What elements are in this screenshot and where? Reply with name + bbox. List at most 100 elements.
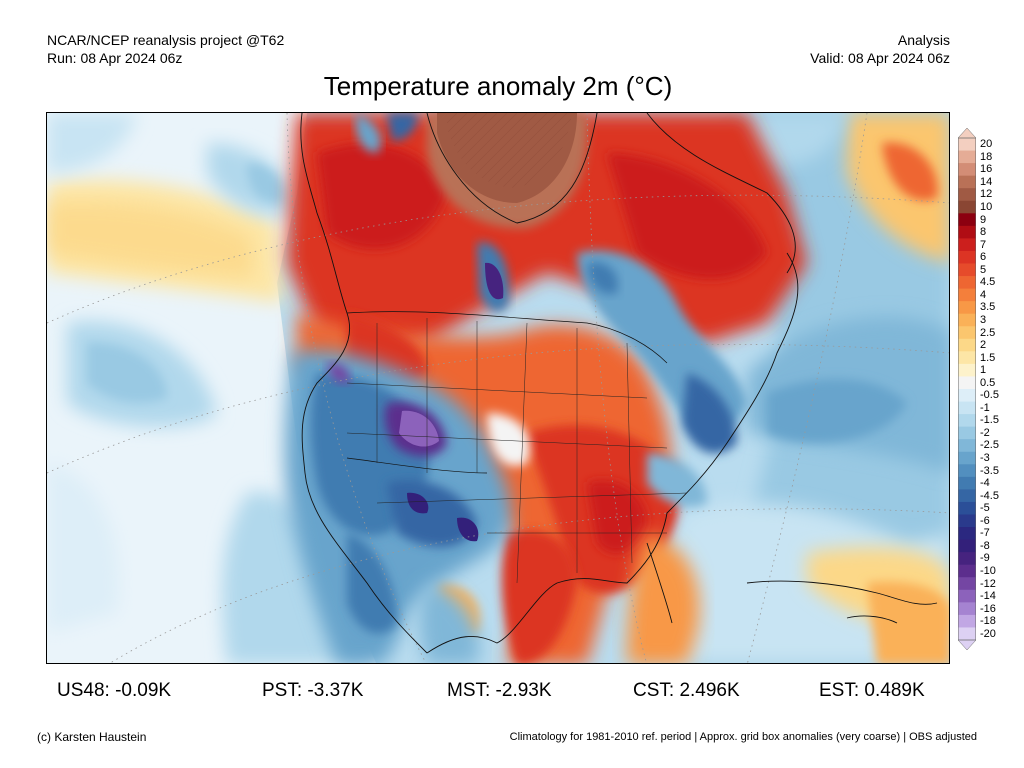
southeast-mild (627, 533, 700, 663)
new-mexico-cold-core (457, 517, 479, 542)
state-borders (346, 318, 688, 584)
colorbar-swatch (958, 476, 976, 490)
colorbar-tick-label: 20 (980, 138, 993, 151)
arizona-cold-core (407, 492, 429, 514)
labrador-coast (646, 113, 796, 274)
tennessee-warm-core (587, 480, 647, 554)
colorbar-tick-label: -12 (980, 577, 996, 590)
colorbar-swatch (958, 225, 976, 239)
colorbar-bottom-arrow (958, 639, 976, 650)
caribbean-warm-core (867, 581, 949, 663)
region-stat: EST: 0.489K (819, 680, 925, 701)
region-stat: CST: 2.496K (633, 680, 740, 701)
source-text: NCAR/NCEP reanalysis project @T62 (47, 32, 285, 48)
colorbar-tick-label: -8 (980, 539, 990, 552)
hudson-bay-coast (426, 113, 598, 224)
colorbar-swatch (958, 589, 976, 603)
graticule-line-2 (47, 343, 949, 474)
colorbar-swatch (958, 213, 976, 227)
colorbar-swatch (958, 326, 976, 340)
manitoba-cold-core (485, 262, 504, 300)
region-stat: US48: -0.09K (57, 680, 172, 701)
border-8 (346, 432, 668, 449)
colorbar-swatch (958, 564, 976, 578)
hudson-bay-hatch (447, 113, 572, 188)
colorbar-swatch (958, 351, 976, 365)
coastlines (300, 113, 938, 654)
colorbar-swatch (958, 363, 976, 377)
graticule (47, 113, 949, 663)
colorbar-tick-label: -5 (980, 502, 990, 515)
quebec-warm (607, 153, 767, 280)
colorbar-tick-label: 3 (980, 313, 987, 326)
header-right: Analysis Valid: 08 Apr 2024 06z (810, 31, 950, 67)
colorbar-tick-label: -14 (980, 590, 996, 603)
colorbar-swatch (958, 489, 976, 503)
colorbar-tick-label: -3.5 (980, 464, 999, 477)
colorbar-labels: 20 18 16 14 12 10 9 8 7 6 5 4.5 4 3.5 3 2.5 2 1.5 1 0.5 -0.5… (980, 128, 1024, 650)
colorbar-tick-label: -4 (980, 477, 990, 490)
pacific-mild-band (47, 201, 252, 278)
pacific-cool-core (87, 342, 167, 403)
colorbar-swatch (958, 439, 976, 453)
map-canvas (47, 113, 949, 663)
colorbar-swatch (958, 288, 976, 302)
colorbar-tick-label: 6 (980, 251, 987, 264)
colorbar-swatch (958, 552, 976, 566)
graticule-line-1 (47, 194, 949, 324)
colorbar-tick-label: 7 (980, 238, 987, 251)
colorbar (958, 128, 976, 650)
border-4 (516, 322, 528, 584)
anomaly-map (46, 112, 950, 664)
colorbar-swatch (958, 376, 976, 390)
jamaica-outline (846, 615, 898, 624)
colorbar-swatch (958, 627, 976, 641)
pacific-coastline (300, 113, 428, 654)
colorbar-swatch (958, 527, 976, 541)
colorbar-swatch (958, 451, 976, 465)
colorbar-tick-label: 14 (980, 175, 993, 188)
caribbean-islands (746, 580, 938, 605)
colorbar-tick-label: -9 (980, 552, 990, 565)
greenland-warm (847, 113, 949, 263)
colorbar-tick-label: -18 (980, 615, 996, 628)
colorbar-tick-label: 0.5 (980, 376, 996, 389)
west-cold-region (284, 350, 530, 663)
colorbar-swatch (958, 501, 976, 515)
colorbar-tick-label: 12 (980, 188, 993, 201)
colorbar-swatch (958, 389, 976, 403)
colorbar-tick-label: 18 (980, 150, 993, 163)
valid-text: Valid: 08 Apr 2024 06z (810, 50, 950, 66)
colorbar-swatch (958, 150, 976, 164)
colorbar-tick-label: -4.5 (980, 489, 999, 502)
analysis-text: Analysis (897, 32, 950, 48)
colorbar-swatch (958, 175, 976, 189)
idaho-cold-spot (327, 362, 350, 384)
colorbar-tick-label: -0.5 (980, 389, 999, 402)
baja-cold (347, 533, 397, 634)
colorbar-swatch (958, 401, 976, 415)
colorbar-swatch (958, 464, 976, 478)
colorbar-swatch (958, 276, 976, 290)
colorbar-swatch (958, 414, 976, 428)
colorbar-tick-label: 1.5 (980, 351, 996, 364)
colorbar-tick-label: -1 (980, 401, 990, 414)
colorbar-swatch (958, 138, 976, 152)
florida-coastline (646, 542, 673, 624)
graticule-line-3 (109, 508, 949, 663)
pacific-west-neutral (47, 463, 119, 633)
bering-cool (47, 113, 137, 173)
colorbar-tick-label: 4.5 (980, 276, 996, 289)
canada-warm-region (287, 113, 807, 353)
run-text: Run: 08 Apr 2024 06z (47, 50, 183, 66)
new-england-cold (682, 373, 737, 454)
cold-north-region (477, 242, 747, 507)
colorbar-tick-label: -7 (980, 527, 990, 540)
gulf-atlantic-coastline (426, 252, 799, 654)
colorbar-swatch (958, 163, 976, 177)
region-stat: MST: -2.93K (447, 680, 552, 701)
us-canada-border (346, 311, 668, 364)
yukon-warm (317, 143, 447, 250)
colorbar-tick-label: -6 (980, 514, 990, 527)
us-mexico-border (346, 457, 488, 474)
